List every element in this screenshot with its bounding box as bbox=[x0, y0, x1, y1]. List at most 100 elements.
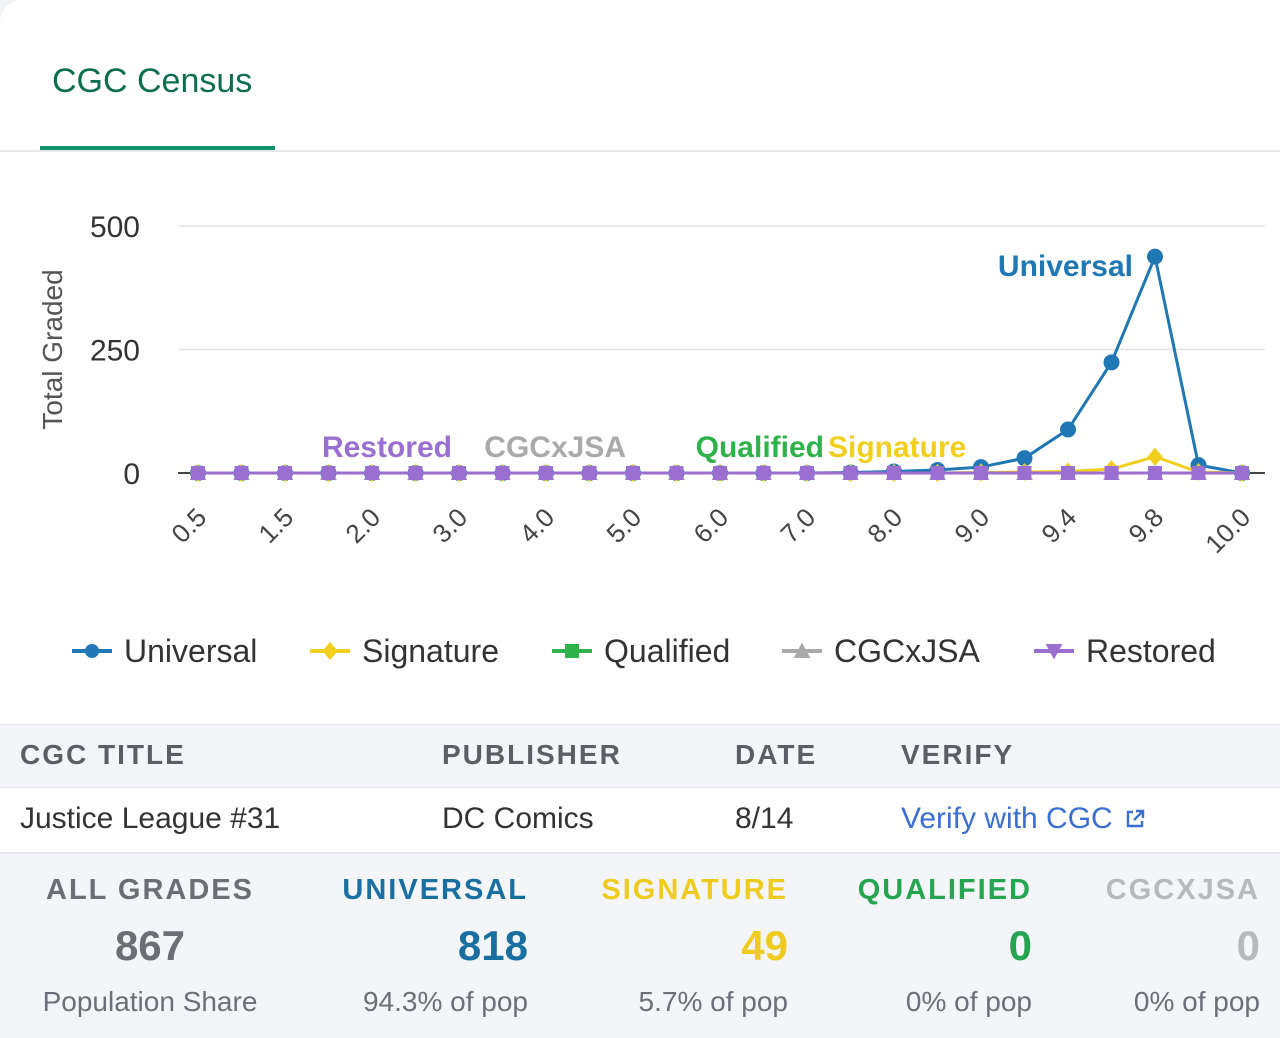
annotation-restored: Restored bbox=[322, 431, 452, 464]
legend-marker bbox=[85, 644, 99, 658]
cell-title: Justice League #31 bbox=[20, 802, 281, 835]
x-tick-label: 0.5 bbox=[165, 502, 212, 549]
legend-marker bbox=[565, 644, 579, 658]
annotation-cgcxjsa: CGCxJSA bbox=[484, 431, 626, 464]
legend-label: Universal bbox=[124, 632, 258, 669]
stat-qualified: QUALIFIED 0 0% of pop bbox=[772, 854, 1032, 1038]
data-point-restored bbox=[887, 466, 901, 480]
legend-label: Qualified bbox=[604, 632, 731, 669]
data-point-restored bbox=[408, 466, 423, 480]
data-point-restored bbox=[1061, 466, 1075, 480]
x-tick-label: 3.0 bbox=[426, 502, 473, 549]
legend-symbol-cgcxjsa-icon bbox=[782, 642, 822, 658]
stat-universal: UNIVERSAL 818 94.3% of pop bbox=[268, 854, 528, 1038]
data-point-universal bbox=[1016, 450, 1033, 467]
data-point-restored bbox=[365, 466, 379, 480]
stat-cgcxjsa-value: 0 bbox=[1236, 922, 1260, 969]
data-point-restored bbox=[539, 466, 553, 480]
x-tick-label: 1.5 bbox=[252, 502, 299, 549]
data-point-restored bbox=[1191, 466, 1206, 480]
legend-item-signature[interactable]: Signature bbox=[308, 628, 499, 674]
header-cgc-title: CGC TITLE bbox=[20, 739, 186, 770]
external-link-icon bbox=[1126, 809, 1144, 828]
table-row: Justice League #31 DC Comics 8/14 Verify… bbox=[0, 788, 1280, 854]
header-verify: VERIFY bbox=[901, 739, 1015, 770]
x-tick-label: 7.0 bbox=[774, 502, 821, 549]
x-tick-label: 5.0 bbox=[600, 502, 647, 549]
data-point-restored bbox=[626, 466, 640, 480]
data-point-restored bbox=[930, 466, 945, 480]
annotation-universal: Universal bbox=[998, 250, 1133, 283]
data-point-restored bbox=[582, 466, 597, 480]
data-point-restored bbox=[843, 466, 858, 480]
legend-label: Restored bbox=[1086, 632, 1216, 669]
y-axis-title: Total Graded bbox=[37, 269, 68, 429]
stat-all-label: ALL GRADES bbox=[46, 874, 254, 906]
population-stats: ALL GRADES 867 Population Share UNIVERSA… bbox=[0, 854, 1280, 1038]
data-point-restored bbox=[1235, 466, 1249, 480]
legend-symbol-signature-icon bbox=[310, 641, 350, 661]
stat-signature: SIGNATURE 49 5.7% of pop bbox=[528, 854, 788, 1038]
stat-universal-label: UNIVERSAL bbox=[342, 874, 528, 906]
tab-bar: CGC Census bbox=[0, 0, 1280, 152]
stat-all-grades: ALL GRADES 867 Population Share bbox=[20, 854, 280, 1038]
annotation-signature: Signature bbox=[828, 431, 966, 464]
legend-item-qualified[interactable]: Qualified bbox=[550, 628, 730, 674]
stat-qualified-value: 0 bbox=[1008, 922, 1032, 969]
stat-all-value: 867 bbox=[114, 922, 186, 969]
annotation-qualified: Qualified bbox=[696, 431, 824, 464]
x-tick-label: 9.4 bbox=[1035, 502, 1082, 549]
legend-item-universal[interactable]: Universal bbox=[70, 628, 257, 674]
data-point-restored bbox=[1148, 466, 1162, 480]
header-publisher: PUBLISHER bbox=[442, 739, 622, 770]
legend-item-restored[interactable]: Restored bbox=[1032, 628, 1216, 674]
legend-label: CGCxJSA bbox=[834, 632, 980, 669]
stat-signature-label: SIGNATURE bbox=[601, 874, 788, 906]
verify-with-cgc-link[interactable]: Verify with CGC bbox=[901, 802, 1147, 836]
legend-symbol-universal-icon bbox=[72, 644, 112, 658]
data-point-universal bbox=[1103, 354, 1120, 371]
stat-qualified-label: QUALIFIED bbox=[857, 874, 1032, 906]
data-point-restored bbox=[756, 466, 771, 480]
x-tick-label: 6.0 bbox=[687, 502, 734, 549]
legend-marker bbox=[322, 641, 338, 661]
data-point-restored bbox=[974, 466, 988, 480]
data-point-restored bbox=[669, 466, 684, 480]
data-point-restored bbox=[1104, 466, 1119, 480]
legend-item-cgcxjsa[interactable]: CGCxJSA bbox=[780, 628, 980, 674]
x-tick-label: 9.8 bbox=[1122, 502, 1169, 549]
data-point-restored bbox=[452, 466, 466, 480]
tab-cgc-census[interactable]: CGC Census bbox=[40, 0, 275, 150]
stat-cgcxjsa: CGCXJSA 0 0% of pop bbox=[1000, 854, 1260, 1038]
data-point-restored bbox=[1017, 466, 1032, 480]
data-point-signature bbox=[1147, 447, 1163, 466]
data-point-universal bbox=[1060, 421, 1076, 438]
legend-label: Signature bbox=[362, 632, 499, 669]
legend-marker bbox=[1045, 644, 1063, 660]
verify-link-label: Verify with CGC bbox=[901, 802, 1113, 835]
tab-label: CGC Census bbox=[52, 62, 253, 100]
legend-symbol-qualified-icon bbox=[552, 644, 592, 658]
stat-cgcxjsa-label: CGCXJSA bbox=[1105, 874, 1260, 906]
census-line-chart: 0 250 500 Total Graded 0.5 1.5 2.0 3.0 4.0 5.0 6.0… bbox=[37, 211, 1265, 559]
y-tick-label: 500 bbox=[90, 211, 140, 244]
data-point-restored bbox=[234, 466, 249, 480]
data-point-restored bbox=[321, 466, 336, 480]
table-header: CGC TITLE PUBLISHER DATE VERIFY bbox=[0, 724, 1280, 789]
stat-universal-sub: 94.3% of pop bbox=[362, 986, 528, 1017]
data-point-restored bbox=[713, 466, 727, 480]
header-date: DATE bbox=[735, 739, 818, 770]
x-tick-label: 10.0 bbox=[1199, 502, 1256, 559]
y-tick-label: 250 bbox=[90, 335, 140, 368]
x-tick-label: 8.0 bbox=[861, 502, 908, 549]
x-tick-label: 2.0 bbox=[339, 502, 386, 549]
data-point-universal bbox=[1147, 248, 1163, 265]
stat-qualified-sub: 0% of pop bbox=[905, 986, 1032, 1017]
stat-signature-sub: 5.7% of pop bbox=[638, 986, 788, 1017]
cell-date: 8/14 bbox=[735, 802, 794, 835]
x-tick-label: 9.0 bbox=[948, 502, 995, 549]
data-point-restored bbox=[191, 466, 205, 480]
data-point-restored bbox=[278, 466, 292, 480]
legend-symbol-restored-icon bbox=[1034, 644, 1074, 660]
data-point-restored bbox=[495, 466, 510, 480]
